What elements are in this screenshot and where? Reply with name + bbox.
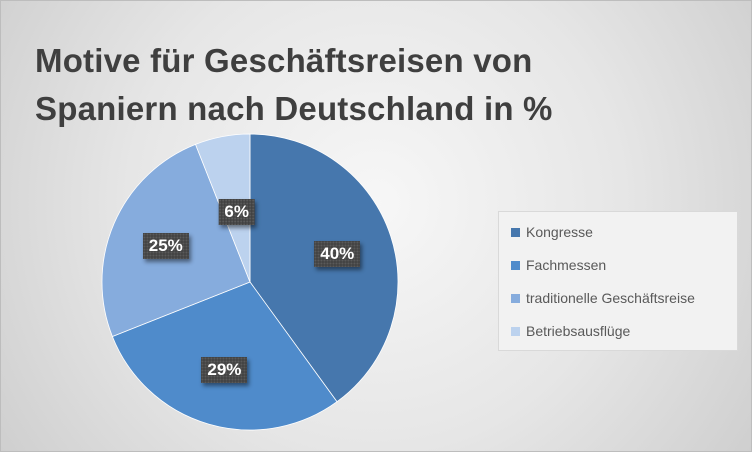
legend-swatch xyxy=(511,326,520,336)
legend-label: Betriebsausflüge xyxy=(526,323,631,339)
legend-item-3: traditionelle Geschäftsreise xyxy=(511,285,737,311)
legend-label: traditionelle Geschäftsreise xyxy=(526,290,695,306)
legend-swatch xyxy=(511,260,520,270)
legend-item-1: Kongresse xyxy=(511,219,737,245)
data-label-2: 29% xyxy=(201,357,248,384)
data-label-1: 40% xyxy=(314,240,361,267)
data-label-4: 6% xyxy=(218,199,255,226)
legend-label: Fachmessen xyxy=(526,257,607,273)
legend-label: Kongresse xyxy=(526,224,593,240)
legend-swatch xyxy=(511,227,520,237)
legend-swatch xyxy=(511,293,520,303)
pie-slice-2 xyxy=(111,281,338,431)
chart-legend: Kongresse Fachmessen traditionelle Geschäf… xyxy=(498,211,738,351)
chart-title: Motive für Geschäftsreisen von Spaniern … xyxy=(35,42,553,127)
legend-item-2: Fachmessen xyxy=(511,252,737,278)
pie-slice-1 xyxy=(249,133,399,403)
data-label-3: 25% xyxy=(142,232,189,259)
legend-item-4: Betriebsausflüge xyxy=(511,318,737,344)
